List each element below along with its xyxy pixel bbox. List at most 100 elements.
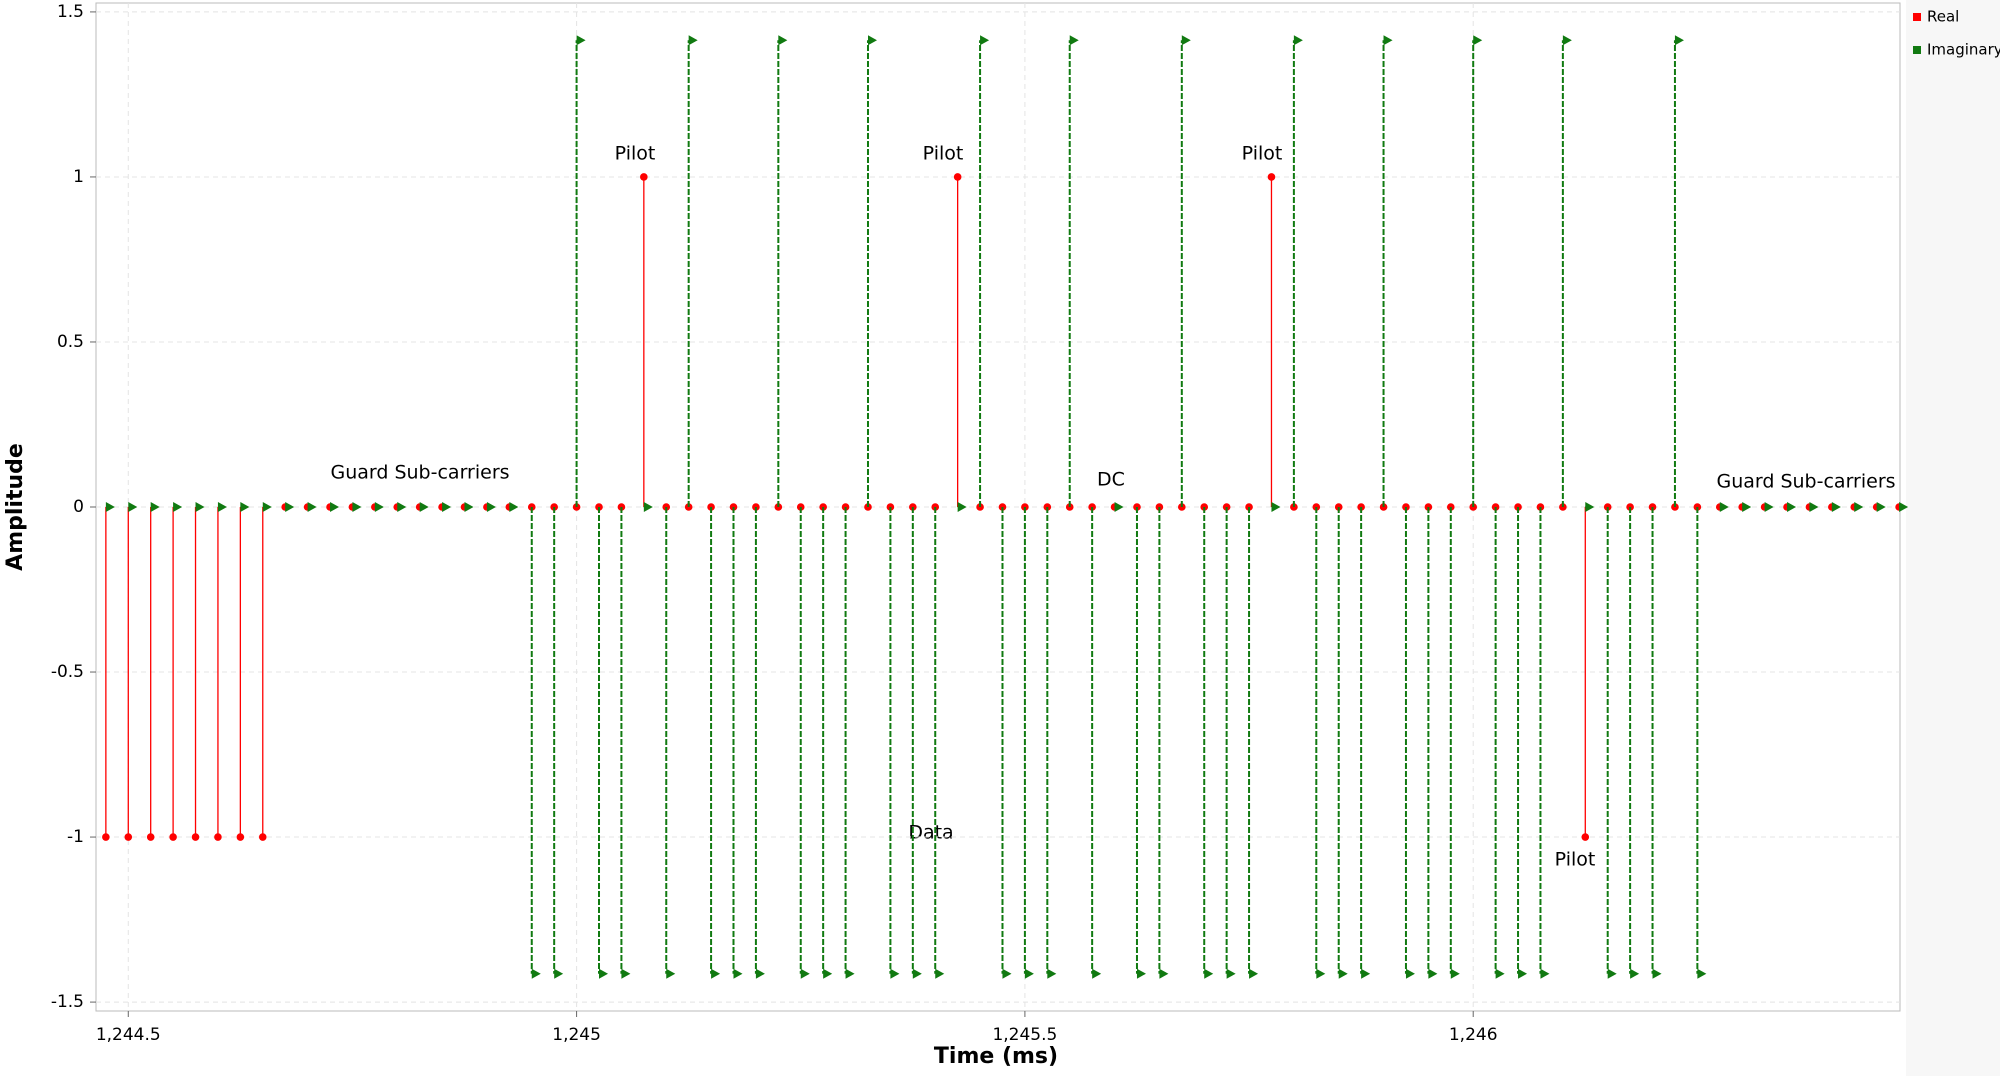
x-tick-label: 1,246 (1449, 1025, 1498, 1045)
stem (1876, 502, 1886, 512)
marker (1697, 968, 1707, 979)
stem (710, 507, 721, 979)
stem (442, 502, 452, 512)
stem (1114, 502, 1124, 512)
stem (1267, 173, 1276, 507)
y-tick-label: 1.5 (57, 2, 84, 22)
stem (1158, 507, 1169, 979)
marker (214, 833, 222, 841)
x-tick-label: 1,244.5 (96, 1025, 161, 1045)
marker (1809, 502, 1819, 512)
stem (1360, 507, 1371, 979)
marker (1181, 35, 1191, 46)
stem (530, 507, 541, 979)
marker (953, 173, 962, 181)
stem (214, 507, 222, 841)
stem (486, 502, 496, 512)
marker (1518, 968, 1528, 979)
stem (866, 35, 877, 507)
stem (1539, 507, 1550, 979)
marker (1136, 968, 1146, 979)
marker (1267, 173, 1276, 181)
marker (1316, 968, 1326, 979)
stem (1581, 507, 1590, 841)
stem (643, 502, 653, 512)
stem (352, 502, 362, 512)
stem (1494, 507, 1505, 979)
marker (486, 502, 496, 512)
stem (1764, 502, 1774, 512)
stem (330, 502, 340, 512)
marker (1271, 502, 1281, 512)
annotation: Data (908, 822, 953, 844)
marker (980, 35, 990, 46)
marker (621, 968, 631, 979)
marker (146, 833, 155, 841)
stem (953, 173, 962, 507)
marker (640, 173, 648, 181)
stem (307, 502, 317, 512)
stem (754, 507, 765, 979)
marker (1361, 968, 1371, 979)
marker (867, 35, 877, 46)
marker (1876, 502, 1886, 512)
marker (1204, 968, 1214, 979)
stem (1001, 507, 1012, 979)
marker (1114, 502, 1124, 512)
marker (1249, 968, 1259, 979)
legend-swatch (1913, 46, 1921, 54)
stem (146, 507, 155, 841)
stem (419, 502, 429, 512)
stem (844, 507, 855, 979)
y-tick-label: -1 (67, 827, 84, 847)
stem (911, 507, 922, 979)
marker (1607, 968, 1617, 979)
stem (640, 173, 648, 507)
stem (1225, 507, 1236, 979)
stem (1517, 507, 1528, 979)
stem (1315, 507, 1326, 979)
marker (240, 502, 250, 512)
stem (374, 502, 384, 512)
marker (285, 502, 295, 512)
stem (1248, 507, 1259, 979)
stem (124, 507, 133, 841)
marker (1338, 968, 1348, 979)
marker (1450, 968, 1460, 979)
stem (1899, 502, 1909, 512)
marker (688, 35, 698, 46)
marker (1630, 968, 1640, 979)
marker (1159, 968, 1169, 979)
stem (1427, 507, 1438, 979)
marker (733, 968, 743, 979)
marker (1293, 35, 1303, 46)
stem (397, 502, 407, 512)
y-tick-label: -1.5 (51, 992, 84, 1012)
marker (531, 968, 541, 979)
stem (687, 35, 698, 507)
marker (1540, 968, 1550, 979)
marker (1092, 968, 1102, 979)
stem (1292, 35, 1303, 507)
marker (1787, 502, 1797, 512)
stem (1203, 507, 1214, 979)
marker (102, 833, 110, 841)
annotation: DC (1097, 469, 1125, 491)
stem (128, 502, 138, 512)
stem (1787, 502, 1797, 512)
y-axis-title: Amplitude (3, 443, 28, 571)
marker (173, 502, 183, 512)
stem (979, 35, 990, 507)
stem (575, 35, 586, 507)
marker (1854, 502, 1864, 512)
stem (1854, 502, 1864, 512)
marker (800, 968, 810, 979)
stem (173, 502, 183, 512)
marker (397, 502, 407, 512)
marker (262, 502, 272, 512)
marker (711, 968, 721, 979)
marker (1069, 35, 1079, 46)
marker (576, 35, 586, 46)
stem (777, 35, 788, 507)
annotation: Guard Sub-carriers (1716, 471, 1895, 493)
